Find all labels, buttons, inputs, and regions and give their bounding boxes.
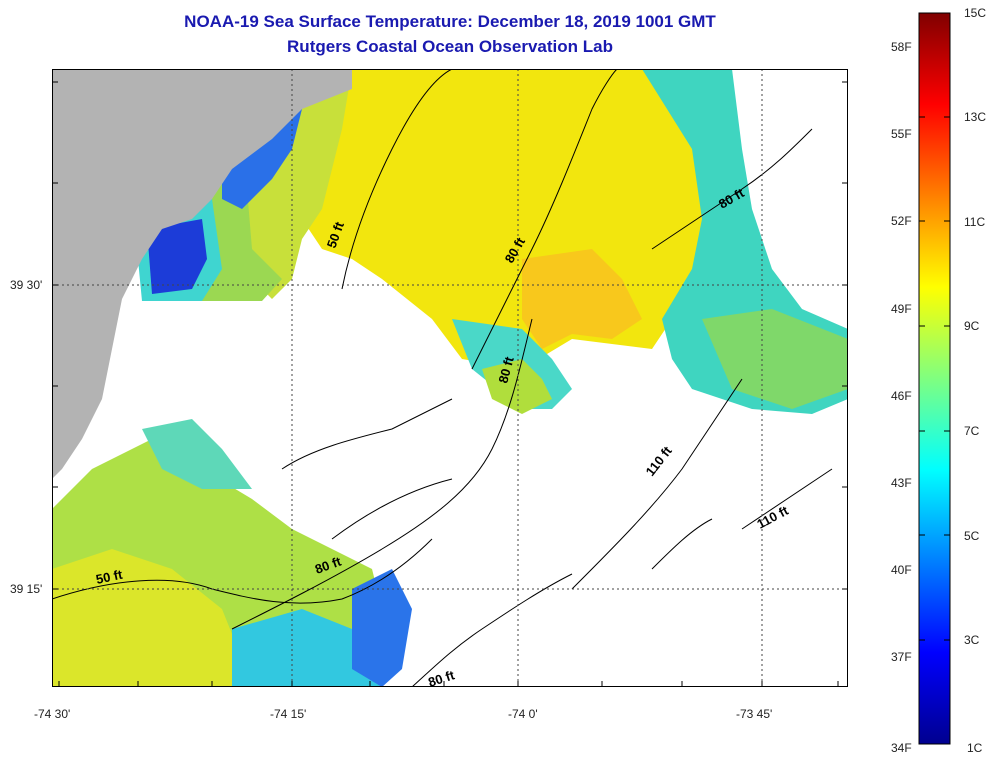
celsius-label: 15C — [964, 6, 986, 20]
latitude-label-39-30: 39 30' — [10, 278, 43, 292]
fahrenheit-label: 34F — [891, 741, 912, 755]
celsius-label: 7C — [964, 424, 980, 438]
longitude-label-74-30: -74 30' — [34, 707, 71, 721]
colorbar-gradient — [918, 12, 951, 745]
sst-region-sw-yellow — [52, 549, 242, 687]
celsius-label: 13C — [964, 110, 986, 124]
contour-50ft — [52, 538, 433, 604]
latitude-label-39-15: 39 15' — [10, 582, 43, 596]
colorbar-ticks — [919, 116, 950, 641]
sst-region-mid-green — [482, 359, 552, 414]
contour-80ft-south — [411, 573, 573, 687]
celsius-label: 5C — [964, 529, 980, 543]
contour-80ft-mid — [471, 69, 618, 370]
longitude-label-74-15: -74 15' — [270, 707, 307, 721]
celsius-label: 1C — [967, 741, 983, 755]
sst-region-se-blue — [352, 569, 412, 687]
graticule — [52, 69, 848, 687]
bathymetry-contours — [52, 69, 833, 687]
contour-label: 80 ft — [495, 354, 517, 384]
contour-80ft-ne — [651, 128, 813, 250]
fahrenheit-label: 49F — [891, 302, 912, 316]
colorbar-fahrenheit-labels: 58F 55F 52F 49F 46F 43F 40F 37F 34F — [891, 40, 912, 755]
map-ticks — [52, 81, 848, 687]
contour-shelf-b — [331, 478, 453, 540]
celsius-label: 9C — [964, 319, 980, 333]
longitude-label-74-00: -74 0' — [508, 707, 538, 721]
sst-map: 50 ft 50 ft 80 ft 80 ft 80 ft 80 ft 80 f… — [52, 69, 848, 687]
contour-50ft-north — [341, 69, 453, 290]
map-subtitle: Rutgers Coastal Ocean Observation Lab — [287, 37, 613, 56]
fahrenheit-label: 58F — [891, 40, 912, 54]
fahrenheit-label: 52F — [891, 214, 912, 228]
fahrenheit-label: 37F — [891, 650, 912, 664]
map-frame — [52, 69, 848, 687]
celsius-label: 11C — [964, 215, 985, 229]
fahrenheit-label: 46F — [891, 389, 912, 403]
fahrenheit-label: 43F — [891, 476, 912, 490]
map-title: NOAA-19 Sea Surface Temperature: Decembe… — [184, 12, 716, 31]
sst-region-blue-inlet — [147, 219, 207, 294]
contour-label: 50 ft — [95, 567, 125, 587]
celsius-label: 3C — [964, 633, 980, 647]
land-mask — [52, 69, 352, 479]
colorbar-celsius-labels: 15C 13C 11C 9C 7C 5C 3C 1C — [964, 6, 986, 755]
sst-region-se-cyan — [232, 609, 382, 687]
frame-border — [52, 69, 848, 687]
contour-shelf-c — [651, 518, 713, 570]
contour-shelf-a — [281, 398, 453, 470]
contour-labels: 50 ft 50 ft 80 ft 80 ft 80 ft 80 ft 80 f… — [95, 185, 792, 687]
sst-region-hot-core — [522, 249, 642, 349]
contour-80ft-west — [231, 318, 533, 630]
contour-110ft — [571, 378, 743, 590]
contour-110ft-east — [741, 468, 833, 530]
fahrenheit-label: 40F — [891, 563, 912, 577]
fahrenheit-label: 55F — [891, 127, 912, 141]
longitude-label-73-45: -73 45' — [736, 707, 773, 721]
contour-label: 80 ft — [426, 667, 457, 687]
sst-region-sw-cyan — [142, 419, 252, 489]
